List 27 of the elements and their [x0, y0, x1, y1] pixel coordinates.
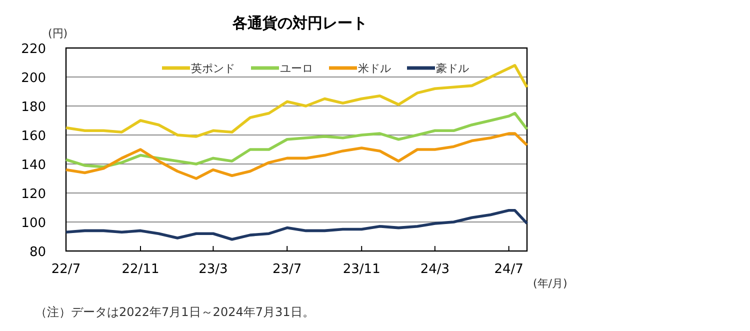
y-axis-title: (円) — [48, 27, 68, 40]
y-tick-label: 200 — [21, 71, 46, 86]
x-tick-label: 24/3 — [420, 262, 450, 277]
legend-label: 英ポンド — [191, 62, 235, 75]
line-series — [64, 132, 528, 180]
y-tick-label: 140 — [21, 158, 46, 173]
legend-label: 米ドル — [358, 62, 391, 75]
x-tick-label: 22/11 — [122, 262, 160, 277]
y-tick-label: 120 — [21, 187, 46, 202]
chart-title: 各通貨の対円レート — [232, 14, 368, 32]
y-tick-label: 80 — [29, 245, 46, 260]
line-series — [64, 209, 528, 241]
y-tick-label: 160 — [21, 129, 46, 144]
legend-label: ユーロ — [280, 62, 313, 75]
legend-label: 豪ドル — [436, 62, 469, 75]
y-tick-label: 220 — [21, 42, 46, 57]
y-tick-label: 180 — [21, 100, 46, 115]
x-tick-label: 23/3 — [198, 262, 228, 277]
x-tick-label: 23/7 — [272, 262, 302, 277]
line-series — [64, 64, 528, 138]
line-series — [64, 112, 528, 168]
x-tick-label: 24/7 — [494, 262, 524, 277]
x-tick-label: 23/11 — [342, 262, 380, 277]
x-axis-title: (年/月) — [533, 277, 568, 290]
text: （注）データは2022年7月1日～2024年7月31日。 — [35, 305, 314, 319]
y-tick-label: 100 — [21, 216, 46, 231]
x-tick-label: 22/7 — [51, 262, 81, 277]
